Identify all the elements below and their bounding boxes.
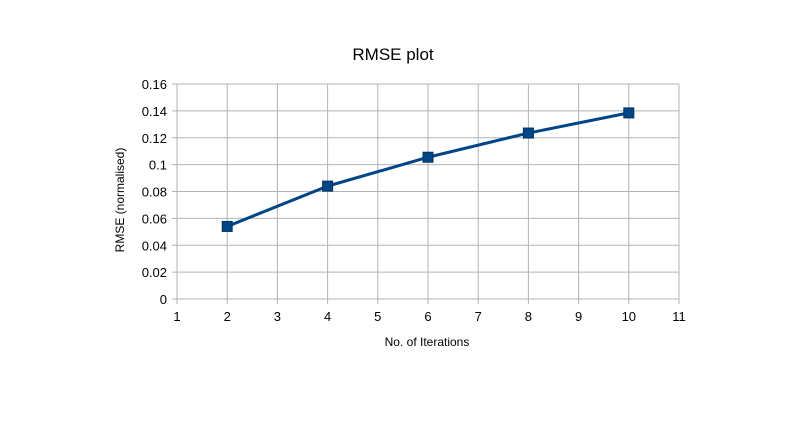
y-axis-ticks: 0 0.02 0.04 0.06 0.08 0.1 0.12 0.14 0.16 (142, 77, 177, 307)
y-tick-label-0: 0 (160, 292, 167, 307)
data-point-0-2 (422, 151, 434, 163)
y-tick-label-7: 0.14 (142, 104, 167, 119)
y-tick-label-3: 0.06 (142, 211, 167, 226)
x-tick-label-3: 4 (324, 309, 331, 324)
data-point-0-4 (623, 107, 635, 119)
y-tick-label-5: 0.1 (149, 158, 167, 173)
data-point-0-3 (522, 127, 534, 139)
data-point-0-0 (221, 220, 233, 232)
y-tick-label-4: 0.08 (142, 185, 167, 200)
x-axis-ticks: 1 2 3 4 5 6 7 8 9 10 11 (173, 299, 686, 324)
x-tick-label-4: 5 (374, 309, 381, 324)
chart-title: RMSE plot (352, 45, 434, 64)
x-tick-label-10: 11 (672, 309, 686, 324)
x-tick-label-1: 2 (224, 309, 231, 324)
y-tick-label-8: 0.16 (142, 77, 167, 92)
x-tick-label-9: 10 (622, 309, 636, 324)
grid-lines (176, 83, 680, 300)
y-axis-label: RMSE (normalised) (113, 148, 127, 253)
x-tick-label-0: 1 (173, 309, 180, 324)
data-point-0-1 (322, 180, 334, 192)
x-tick-label-8: 9 (575, 309, 582, 324)
x-tick-label-7: 8 (525, 309, 532, 324)
y-tick-label-1: 0.02 (142, 265, 167, 280)
y-tick-label-2: 0.04 (142, 238, 167, 253)
x-tick-label-5: 6 (424, 309, 431, 324)
x-axis-label: No. of Iterations (385, 335, 470, 349)
x-tick-label-6: 7 (475, 309, 482, 324)
series-group (221, 107, 635, 232)
x-tick-label-2: 3 (274, 309, 281, 324)
y-tick-label-6: 0.12 (142, 131, 167, 146)
